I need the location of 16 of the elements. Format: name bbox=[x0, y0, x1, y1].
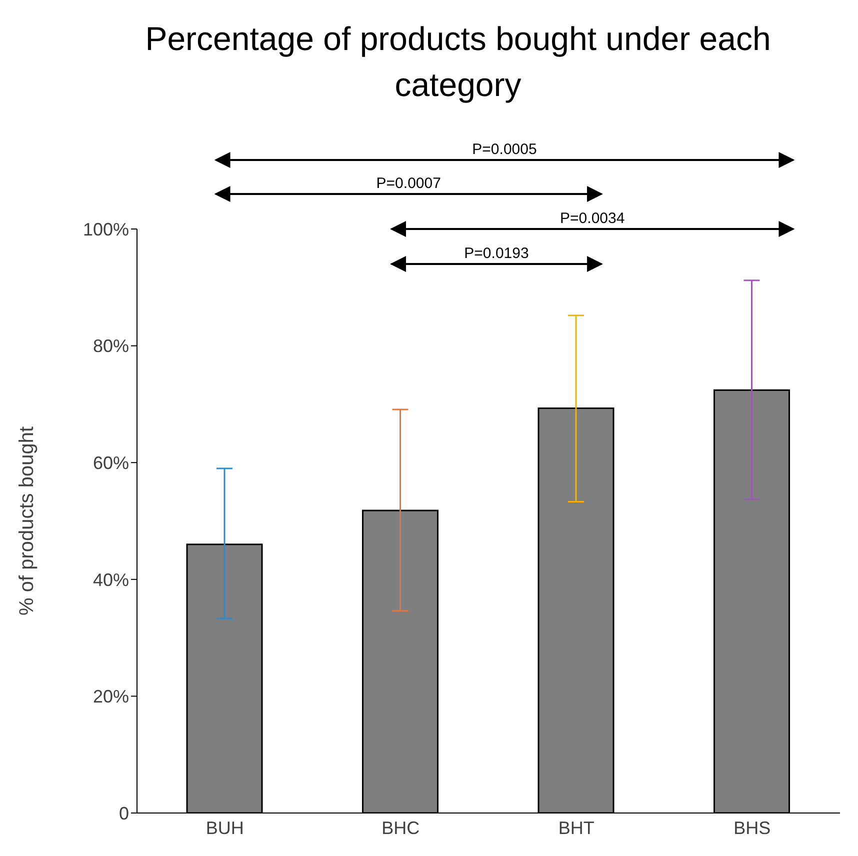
text: P=0.0005 bbox=[472, 141, 537, 158]
chart-title: Percentage of products bought under each category bbox=[144, 19, 772, 105]
y-tick-label: 40% bbox=[92, 570, 129, 590]
y-tick-label: 100% bbox=[82, 219, 129, 240]
x-tick-label: BHC bbox=[382, 818, 420, 838]
text: P=0.0007 bbox=[376, 175, 441, 192]
y-tick-label: 20% bbox=[92, 686, 129, 707]
x-tick-label: BHS bbox=[734, 818, 771, 838]
y-tick-label: 80% bbox=[92, 336, 129, 356]
annotation: P=0.0193 bbox=[464, 245, 529, 262]
y-axis-title: % of products bought bbox=[16, 426, 38, 616]
x-tick-label: BUH bbox=[206, 818, 244, 838]
y-tick-label: 60% bbox=[92, 452, 129, 473]
text: P=0.0034 bbox=[560, 210, 625, 227]
y-tick-label: 0 bbox=[118, 803, 129, 824]
x-tick-label: BHT bbox=[558, 818, 594, 838]
